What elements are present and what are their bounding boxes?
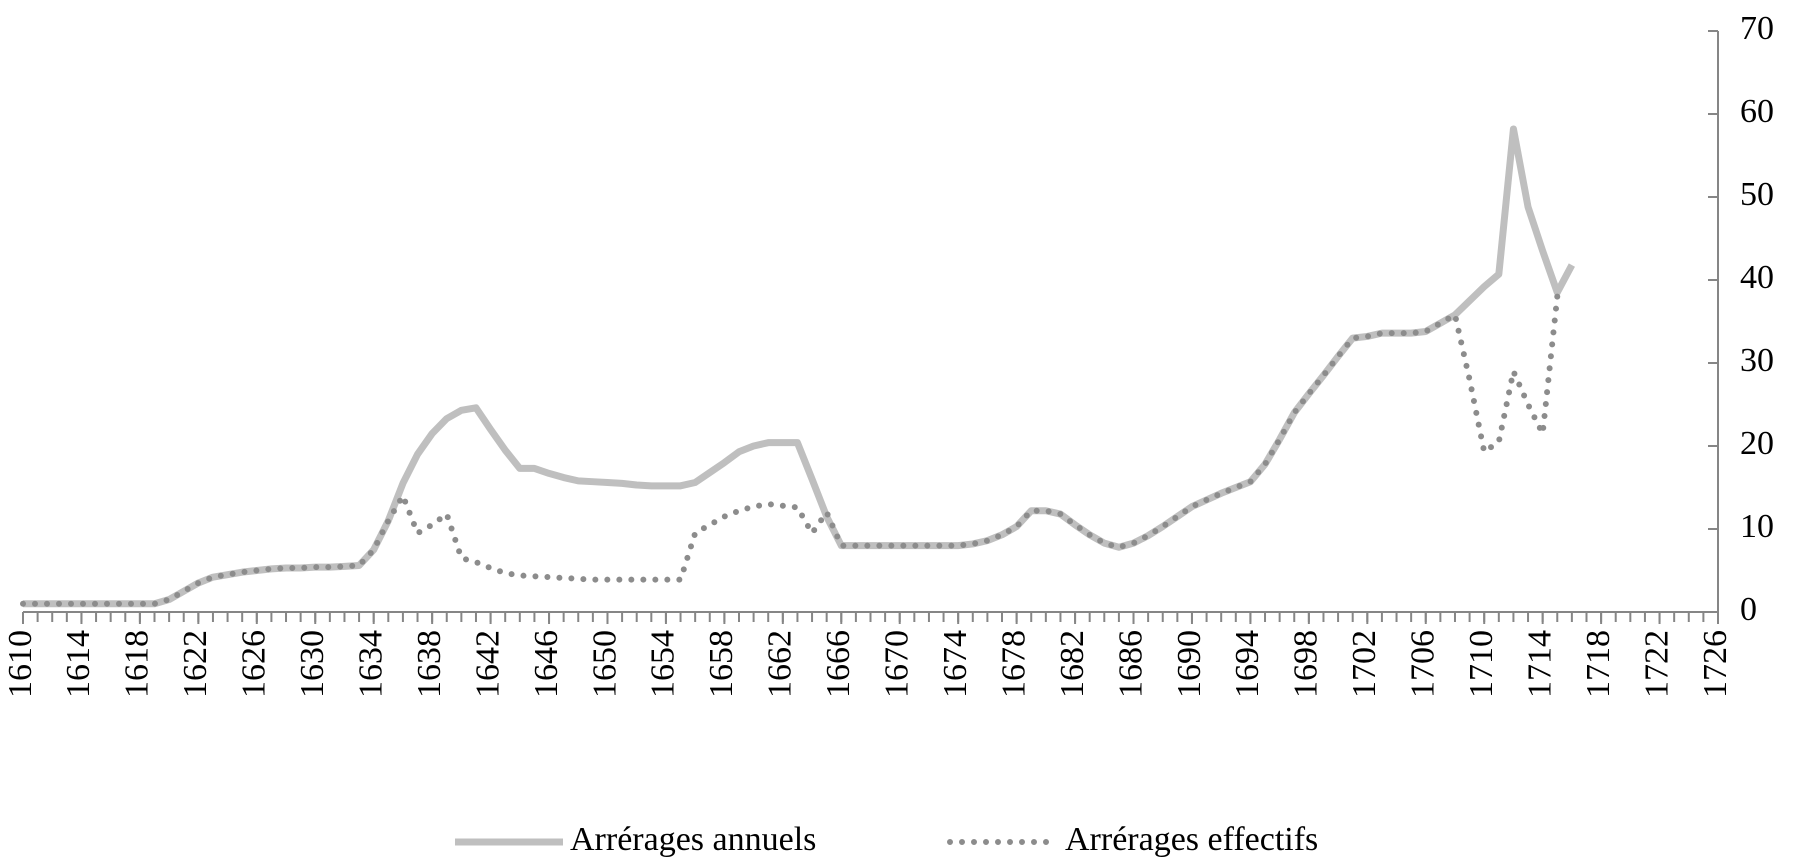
x-tick-label: 1646: [528, 630, 565, 698]
y-tick-label: 60: [1740, 93, 1774, 130]
x-tick-label: 1642: [469, 630, 506, 698]
x-tick-label: 1698: [1288, 630, 1325, 698]
x-tick-label: 1654: [645, 630, 682, 698]
x-tick-label: 1714: [1521, 630, 1558, 698]
x-tick-label: 1726: [1697, 630, 1734, 698]
x-tick-label: 1694: [1229, 630, 1266, 698]
x-tick-label: 1710: [1463, 630, 1500, 698]
x-tick-label: 1682: [1054, 630, 1091, 698]
x-tick-label: 1626: [236, 630, 273, 698]
y-tick-label: 40: [1740, 259, 1774, 296]
data-line: [20, 293, 1561, 607]
x-tick-label: 1718: [1580, 630, 1617, 698]
data-line: [23, 125, 1575, 608]
y-tick-label: 70: [1740, 10, 1774, 47]
x-tick-label: 1702: [1346, 630, 1383, 698]
y-tick-label: 30: [1740, 342, 1774, 379]
x-tick-label: 1678: [995, 630, 1032, 698]
x-tick-label: 1630: [294, 630, 331, 698]
x-tick-label: 1690: [1171, 630, 1208, 698]
x-tick-label: 1614: [60, 630, 97, 698]
x-tick-label: 1610: [2, 630, 39, 698]
x-tick-label: 1706: [1405, 630, 1442, 698]
x-tick-label: 1638: [411, 630, 448, 698]
y-tick-label: 50: [1740, 176, 1774, 213]
y-tick-label: 20: [1740, 425, 1774, 462]
x-tick-label: 1674: [937, 630, 974, 698]
x-tick-label: 1670: [879, 630, 916, 698]
legend-label: Arrérages effectifs: [1065, 821, 1318, 858]
x-tick-label: 1722: [1638, 630, 1675, 698]
x-tick-label: 1658: [703, 630, 740, 698]
x-tick-label: 1666: [820, 630, 857, 698]
x-tick-label: 1634: [352, 630, 389, 698]
x-tick-label: 1618: [119, 630, 156, 698]
legend-label: Arrérages annuels: [570, 821, 816, 858]
x-tick-label: 1686: [1112, 630, 1149, 698]
y-tick-label: 0: [1740, 591, 1757, 628]
x-tick-label: 1650: [586, 630, 623, 698]
x-tick-label: 1662: [762, 630, 799, 698]
x-tick-label: 1622: [177, 630, 214, 698]
y-tick-label: 10: [1740, 508, 1774, 545]
